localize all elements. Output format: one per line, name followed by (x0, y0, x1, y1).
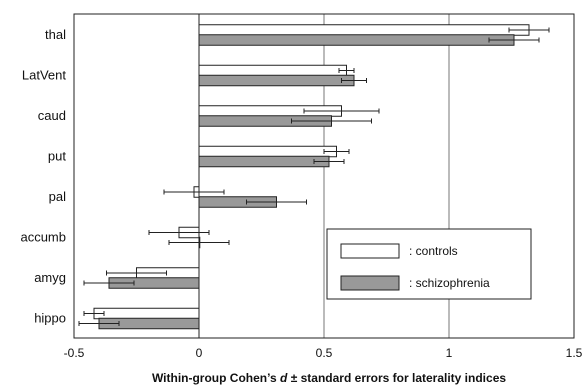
x-tick-label-1-5: 1.5 (566, 346, 583, 360)
category-label-accumb: accumb (20, 229, 66, 244)
bar-controls-thal (198, 24, 530, 36)
legend-swatch-schizophrenia (340, 275, 400, 291)
bar-schizophrenia-latvent (198, 74, 355, 87)
category-label-latvent: LatVent (22, 67, 66, 82)
x-tick-label-0-5: 0.5 (316, 346, 333, 360)
plot-frame (73, 13, 575, 339)
x-tick-label-0-5: -0.5 (64, 346, 85, 360)
category-labels: thal LatVent caud put pal accumb amyg hippo (20, 27, 66, 326)
bar-controls-latvent (198, 64, 347, 77)
category-label-hippo: hippo (34, 310, 66, 325)
x-axis-label: Within-group Cohen’s d ± standard errors… (152, 371, 506, 385)
bar-controls-put (198, 145, 337, 158)
bar-schizophrenia-thal (198, 34, 515, 46)
category-label-caud: caud (38, 108, 66, 123)
category-label-put: put (48, 148, 66, 163)
legend: : controls : schizophrenia (326, 228, 532, 300)
legend-swatch-controls (340, 243, 400, 259)
category-label-amyg: amyg (34, 270, 66, 285)
x-tick-labels: -0.5 0 0.5 1 1.5 (64, 346, 583, 360)
bar-schizophrenia-put (198, 155, 330, 168)
category-label-pal: pal (49, 189, 66, 204)
x-tick-label-1: 1 (446, 346, 453, 360)
legend-label-schizophrenia: : schizophrenia (409, 276, 490, 290)
legend-label-controls: : controls (409, 244, 458, 258)
x-tick-label-0: 0 (196, 346, 203, 360)
category-label-thal: thal (45, 27, 66, 42)
bar-controls-hippo (93, 307, 200, 320)
error-bars (78, 27, 550, 326)
